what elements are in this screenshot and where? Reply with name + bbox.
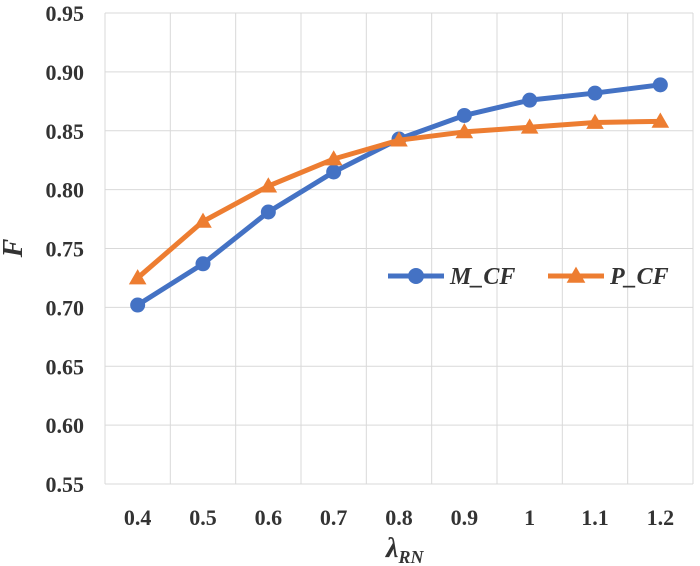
data-point-p-cf [455, 123, 474, 139]
y-tick-label: 0.90 [46, 60, 85, 85]
x-tick-label: 0.8 [385, 505, 413, 530]
data-point-p-cf [390, 131, 408, 147]
data-point-p-cf [324, 150, 343, 166]
legend-label-p-cf: P_CF [609, 264, 669, 290]
y-tick-label: 0.70 [46, 295, 85, 320]
data-point-m-cf [195, 256, 211, 272]
y-tick-labels: 0.55 0.60 0.65 0.70 0.75 0.80 0.85 0.90 0.95 [46, 1, 85, 497]
y-tick-label: 0.60 [46, 413, 85, 438]
data-point-m-cf [587, 85, 603, 101]
x-tick-label: 1 [524, 505, 535, 530]
x-tick-label: 0.9 [451, 505, 479, 530]
data-point-m-cf [130, 297, 146, 313]
x-tick-label: 0.7 [320, 505, 348, 530]
series-layer [128, 77, 670, 313]
data-point-p-cf [128, 269, 147, 285]
legend-marker-m-cf [408, 268, 424, 284]
legend: M_CF P_CF [388, 264, 669, 290]
y-tick-label: 0.75 [46, 237, 85, 262]
data-point-m-cf [652, 77, 668, 93]
y-axis-title: F [0, 238, 29, 258]
data-point-m-cf [522, 92, 538, 108]
data-point-m-cf [456, 107, 472, 123]
x-axis-title-main: λ [385, 533, 398, 564]
y-tick-label: 0.95 [46, 1, 85, 26]
x-tick-label: 1.1 [581, 505, 609, 530]
data-point-p-cf [586, 113, 604, 129]
x-tick-label: 1.2 [647, 505, 675, 530]
x-axis-title-subscript: RN [397, 547, 424, 566]
data-point-m-cf [326, 164, 342, 180]
data-point-p-cf [520, 118, 539, 134]
legend-label-m-cf: M_CF [449, 264, 515, 290]
y-tick-label: 0.80 [46, 178, 85, 203]
legend-marker-p-cf [566, 266, 586, 283]
y-tick-label: 0.85 [46, 119, 85, 144]
x-axis-title: λRN [385, 533, 424, 566]
series-line-m-cf [136, 82, 661, 308]
x-tick-label: 0.5 [189, 505, 217, 530]
data-point-p-cf [259, 177, 278, 193]
y-tick-label: 0.65 [46, 354, 85, 379]
x-tick-labels: 0.4 0.5 0.6 0.7 0.8 0.9 1 1.1 1.2 [124, 505, 674, 530]
data-point-m-cf [260, 204, 276, 220]
x-tick-label: 0.4 [124, 505, 152, 530]
x-tick-label: 0.6 [255, 505, 283, 530]
y-tick-label: 0.55 [46, 472, 85, 497]
gridlines [104, 12, 694, 485]
data-point-p-cf [194, 212, 212, 228]
data-point-p-cf [651, 112, 670, 128]
